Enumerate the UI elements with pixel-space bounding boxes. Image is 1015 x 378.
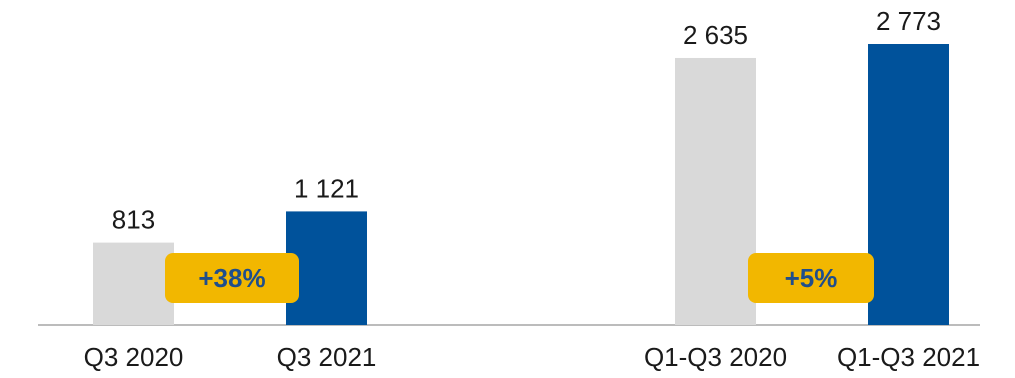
bar-3 — [675, 57, 756, 326]
category-label-1: Q3 2020 — [84, 342, 184, 372]
change-badge-2 — [748, 253, 874, 303]
category-label-3: Q1-Q3 2020 — [644, 342, 787, 372]
data-label-3: 2 635 — [683, 20, 748, 50]
change-badge-text-1: +38% — [198, 263, 265, 293]
data-label-4: 2 773 — [876, 6, 941, 36]
bar-2 — [286, 211, 367, 325]
change-badge-text-2: +5% — [785, 263, 838, 293]
bar-4 — [868, 44, 949, 326]
data-label-1: 813 — [112, 205, 155, 235]
category-label-2: Q3 2021 — [277, 342, 377, 372]
category-label-4: Q1-Q3 2021 — [837, 342, 980, 372]
data-label-2: 1 121 — [294, 173, 359, 203]
bar-1 — [93, 242, 174, 325]
change-badge-1 — [165, 253, 299, 303]
